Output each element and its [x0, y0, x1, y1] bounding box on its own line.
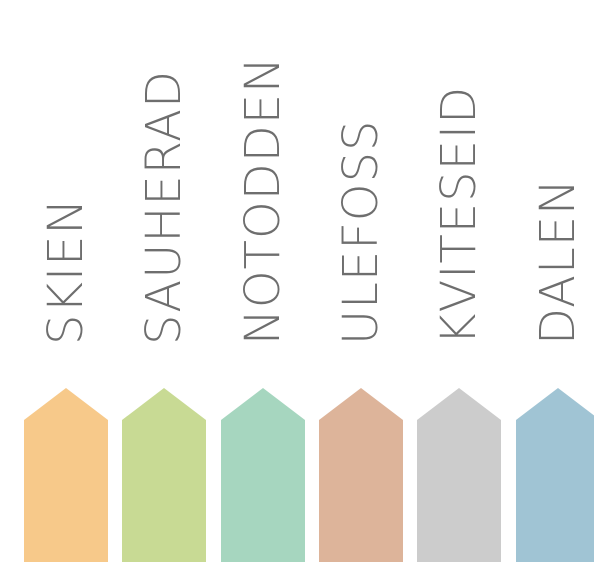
place-label-ulefoss: ULEFOSS [333, 119, 389, 345]
arrow-tab-dalen [516, 388, 594, 562]
place-column-ulefoss: ULEFOSS [319, 0, 403, 562]
arrow-fill-kviteseid [417, 388, 501, 562]
place-label-skien: SKIEN [38, 197, 94, 345]
arrow-tab-kviteseid [417, 388, 501, 562]
place-label-kviteseid: KVITESEID [431, 85, 487, 345]
arrow-fill-sauherad [122, 388, 206, 562]
arrow-tab-notodden [221, 388, 305, 562]
place-column-notodden: NOTODDEN [221, 0, 305, 562]
place-column-dalen: DALEN [516, 0, 594, 562]
label-area: SAUHERAD [122, 0, 206, 345]
arrow-tab-sauherad [122, 388, 206, 562]
arrow-fill-dalen [516, 388, 594, 562]
label-area: NOTODDEN [221, 0, 305, 345]
arrow-fill-skien [24, 388, 108, 562]
arrow-shape-notodden [221, 388, 305, 562]
place-label-notodden: NOTODDEN [235, 56, 291, 345]
label-area: DALEN [516, 0, 594, 345]
label-area: ULEFOSS [319, 0, 403, 345]
place-column-skien: SKIEN [24, 0, 108, 562]
arrow-fill-ulefoss [319, 388, 403, 562]
place-column-kviteseid: KVITESEID [417, 0, 501, 562]
arrow-shape-sauherad [122, 388, 206, 562]
place-column-sauherad: SAUHERAD [122, 0, 206, 562]
arrow-shape-kviteseid [417, 388, 501, 562]
arrow-shape-skien [24, 388, 108, 562]
label-area: SKIEN [24, 0, 108, 345]
arrow-fill-notodden [221, 388, 305, 562]
arrow-tab-skien [24, 388, 108, 562]
place-label-dalen: DALEN [530, 178, 586, 345]
arrow-shape-ulefoss [319, 388, 403, 562]
place-label-sauherad: SAUHERAD [136, 70, 192, 345]
arrow-shape-dalen [516, 388, 594, 562]
arrow-tab-ulefoss [319, 388, 403, 562]
label-area: KVITESEID [417, 0, 501, 345]
